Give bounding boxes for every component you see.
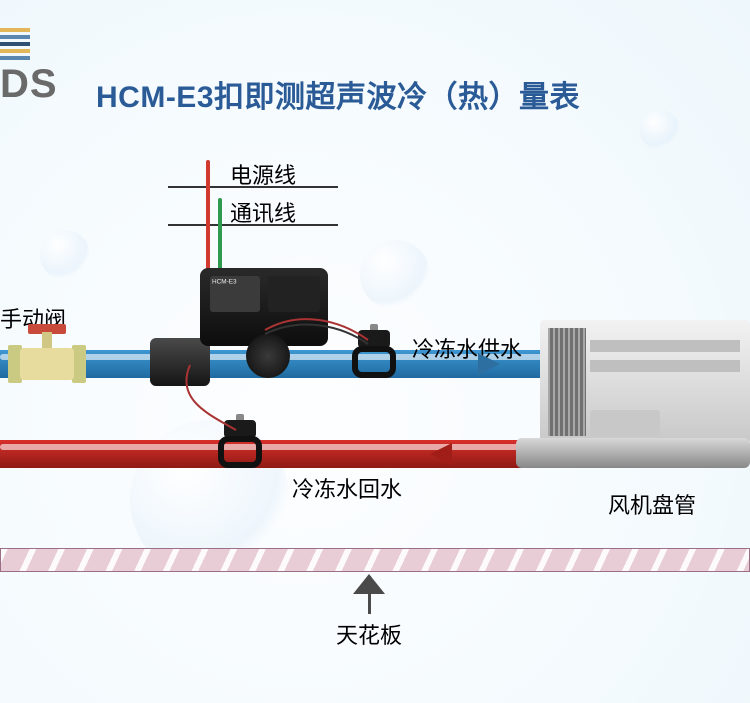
bg-droplet: [360, 240, 430, 310]
clamp-band: [218, 436, 262, 468]
valve-body: [20, 348, 74, 380]
meter-joint: [246, 334, 290, 378]
return-arrow-icon: [430, 443, 452, 465]
logo-bar: [0, 28, 30, 32]
meter-marking: HCM-E3: [212, 278, 237, 285]
supply-arrow-icon: [478, 353, 500, 375]
ceiling-arrow-icon: [353, 574, 385, 594]
logo-bar: [0, 56, 30, 60]
supply-water-label: 冷冻水供水: [412, 332, 522, 364]
label-underline: [168, 224, 338, 226]
fcu-tray: [516, 438, 750, 468]
logo-text: DS: [0, 62, 58, 107]
logo-bar: [0, 49, 30, 53]
fcu-rib: [590, 340, 740, 352]
logo-bar: [0, 42, 30, 46]
pipe-shine: [0, 444, 560, 450]
logo-bars: [0, 28, 30, 63]
fan-coil-unit: [540, 320, 750, 480]
bg-droplet: [640, 110, 680, 150]
valve-stem: [42, 332, 52, 348]
ultrasonic-meter: HCM-E3: [150, 268, 330, 388]
label-underline: [168, 186, 338, 188]
bg-droplet: [40, 230, 90, 280]
ceiling-bar: [0, 548, 750, 572]
return-water-label: 冷冻水回水: [292, 472, 402, 504]
fcu-label: 风机盘管: [608, 488, 696, 520]
return-pipe: [0, 440, 560, 468]
valve-joint: [72, 345, 86, 383]
meter-screen: [268, 276, 320, 312]
sensor-clamp-return: [218, 420, 262, 468]
logo-bar: [0, 35, 30, 39]
ceiling-label: 天花板: [336, 618, 402, 650]
fcu-grille: [548, 328, 586, 436]
fcu-rib: [590, 360, 740, 372]
meter-motor: [150, 338, 210, 386]
sensor-clamp-supply: [352, 330, 396, 378]
fcu-panel: [590, 410, 660, 436]
page-title: HCM-E3扣即测超声波冷（热）量表: [96, 72, 740, 116]
clamp-band: [352, 346, 396, 378]
